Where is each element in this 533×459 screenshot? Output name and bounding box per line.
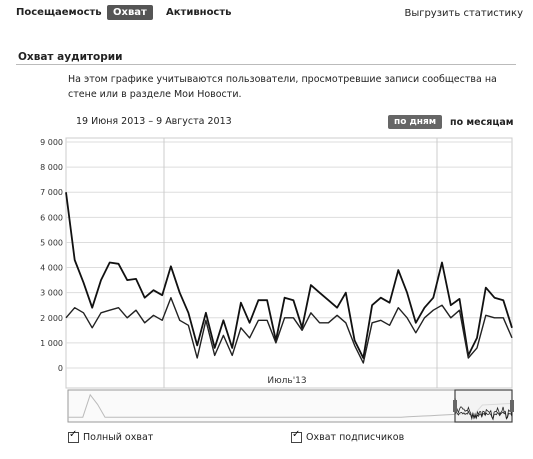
y-tick-label: 9 000 xyxy=(40,138,63,147)
navigator-selection[interactable] xyxy=(454,389,513,423)
by-days-button[interactable]: по дням xyxy=(388,115,443,129)
series-full-reach-line xyxy=(65,192,513,359)
by-months-button[interactable]: по месяцам xyxy=(450,117,514,128)
top-navigation: Посещаемость Охват Активность Выгрузить … xyxy=(0,0,533,30)
tab-attendance[interactable]: Посещаемость xyxy=(16,7,102,18)
section-description: На этом графике учитываются пользователи… xyxy=(68,74,497,100)
y-tick-label: 0 xyxy=(58,364,63,373)
y-tick-label: 2 000 xyxy=(40,314,63,323)
legend-item-subscribers-reach[interactable]: Охват подписчиков xyxy=(291,429,405,443)
plot-area xyxy=(65,137,513,389)
x-axis-month-label: Июль'13 xyxy=(267,376,306,386)
section-title: Охват аудитории xyxy=(18,51,123,63)
y-tick-label: 4 000 xyxy=(40,264,63,273)
export-stats-link[interactable]: Выгрузить статистику xyxy=(404,8,523,19)
range-navigator[interactable] xyxy=(67,389,514,423)
y-axis-ticks: 9 000 8 000 7 000 6 000 5 000 4 000 3 000 2 000… xyxy=(40,138,63,373)
navigator-handle[interactable] xyxy=(510,400,514,412)
y-tick-label: 5 000 xyxy=(40,238,63,247)
full-reach-checkbox[interactable] xyxy=(68,429,79,443)
chart-grid xyxy=(65,137,513,389)
y-tick-label: 8 000 xyxy=(40,163,63,172)
y-tick-label: 3 000 xyxy=(40,289,63,298)
subscribers-reach-checkbox[interactable] xyxy=(291,429,302,443)
y-tick-label: 6 000 xyxy=(40,213,63,222)
subscribers-reach-label: Охват подписчиков xyxy=(306,432,405,443)
reach-chart: 9 000 8 000 7 000 6 000 5 000 4 000 3 000 2 000… xyxy=(40,137,514,423)
y-tick-label: 7 000 xyxy=(40,188,63,197)
navigator-handle[interactable] xyxy=(453,400,457,412)
section-divider xyxy=(16,64,516,65)
navigator-series-line xyxy=(454,410,513,421)
tab-activity[interactable]: Активность xyxy=(166,7,232,18)
navigator-history-line xyxy=(68,393,513,418)
chart-series xyxy=(65,192,513,364)
date-range-selector[interactable]: 19 Июня 2013 – 9 Августа 2013 xyxy=(76,116,232,127)
full-reach-label: Полный охват xyxy=(83,432,154,443)
series-subscribers-line xyxy=(65,297,513,364)
navigator-series-line xyxy=(454,398,513,421)
legend-item-full-reach[interactable]: Полный охват xyxy=(68,429,154,443)
tab-reach[interactable]: Охват xyxy=(107,5,153,20)
y-tick-label: 1 000 xyxy=(40,339,63,348)
